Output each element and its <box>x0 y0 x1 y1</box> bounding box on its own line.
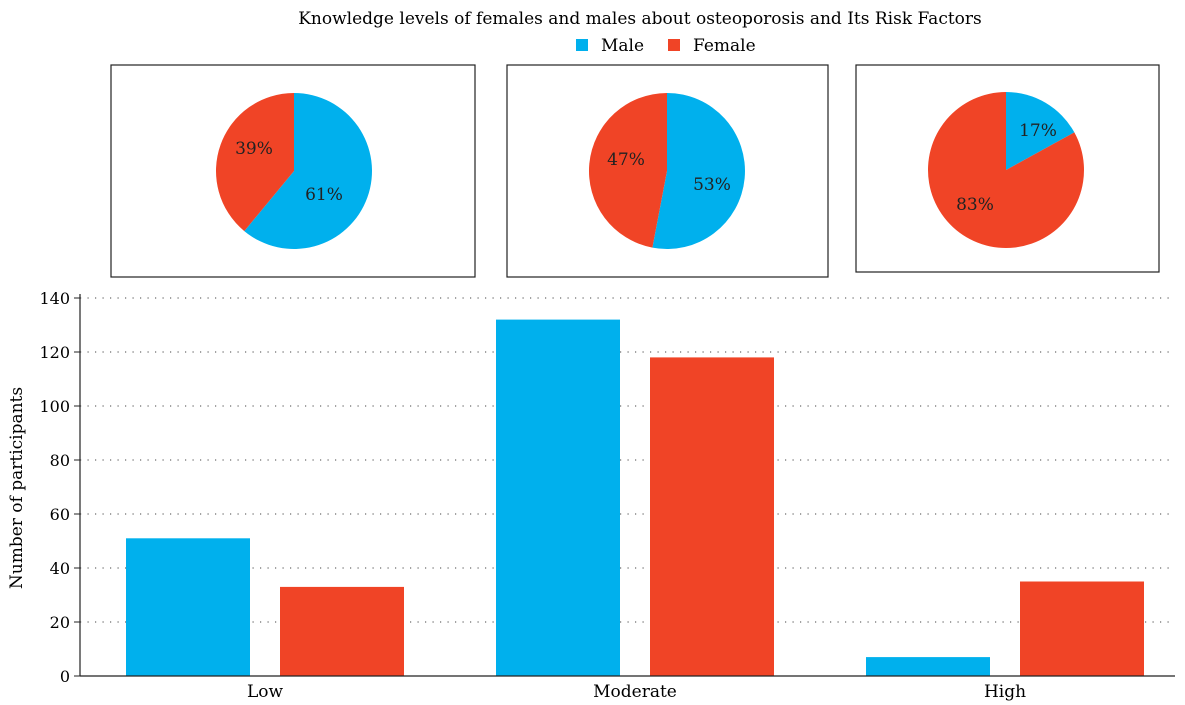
bar-chart: Number of participants 0 20 40 60 80 100 120 14… <box>7 289 1175 702</box>
y-tick-label: 100 <box>39 397 70 416</box>
legend: Male Female <box>576 36 756 56</box>
pie-label-moderate-male: 53% <box>693 175 731 195</box>
bar-low-female <box>280 586 404 676</box>
bar-high-male <box>866 657 990 676</box>
bar-moderate-male <box>496 319 620 676</box>
legend-label-male: Male <box>601 36 644 56</box>
y-tick-label: 120 <box>39 343 70 362</box>
x-tick-label-low: Low <box>247 682 284 702</box>
chart-title: Knowledge levels of females and males ab… <box>298 9 982 29</box>
pie-slice-moderate-male <box>652 93 745 249</box>
pie-label-moderate-female: 47% <box>607 150 645 170</box>
x-tick-label-high: High <box>984 682 1026 702</box>
y-tick-label: 80 <box>50 451 70 470</box>
y-axis-label: Number of participants <box>7 387 27 589</box>
x-tick-label-moderate: Moderate <box>593 682 677 702</box>
pie-frame-low <box>110 64 476 278</box>
pie-slice-low-male <box>244 93 372 250</box>
pie-charts: 61% 39% 53% 47% 17% 83% <box>110 64 1160 278</box>
pie-label-high-female: 83% <box>956 195 994 215</box>
pie-label-low-male: 61% <box>305 185 343 205</box>
legend-swatch-male <box>576 39 588 51</box>
pie-slice-high-male <box>1006 92 1075 170</box>
pie-label-high-male: 17% <box>1019 121 1057 141</box>
y-tick-label: 60 <box>50 505 70 524</box>
bar-low-male <box>126 538 250 676</box>
y-tick-label: 40 <box>50 559 70 578</box>
pie-slice-low-female <box>215 93 294 232</box>
pie-frame-moderate <box>506 64 829 278</box>
y-tick-label: 140 <box>39 289 70 308</box>
legend-label-female: Female <box>693 36 756 56</box>
bar-moderate-female <box>650 357 774 676</box>
pie-slice-high-female <box>927 92 1084 248</box>
legend-swatch-female <box>668 39 680 51</box>
y-tick-label: 0 <box>60 667 70 686</box>
y-tick-label: 20 <box>50 613 70 632</box>
pie-slice-moderate-female <box>588 93 667 248</box>
bar-high-female <box>1020 581 1144 676</box>
pie-frame-high <box>855 64 1160 273</box>
pie-label-low-female: 39% <box>235 139 273 159</box>
